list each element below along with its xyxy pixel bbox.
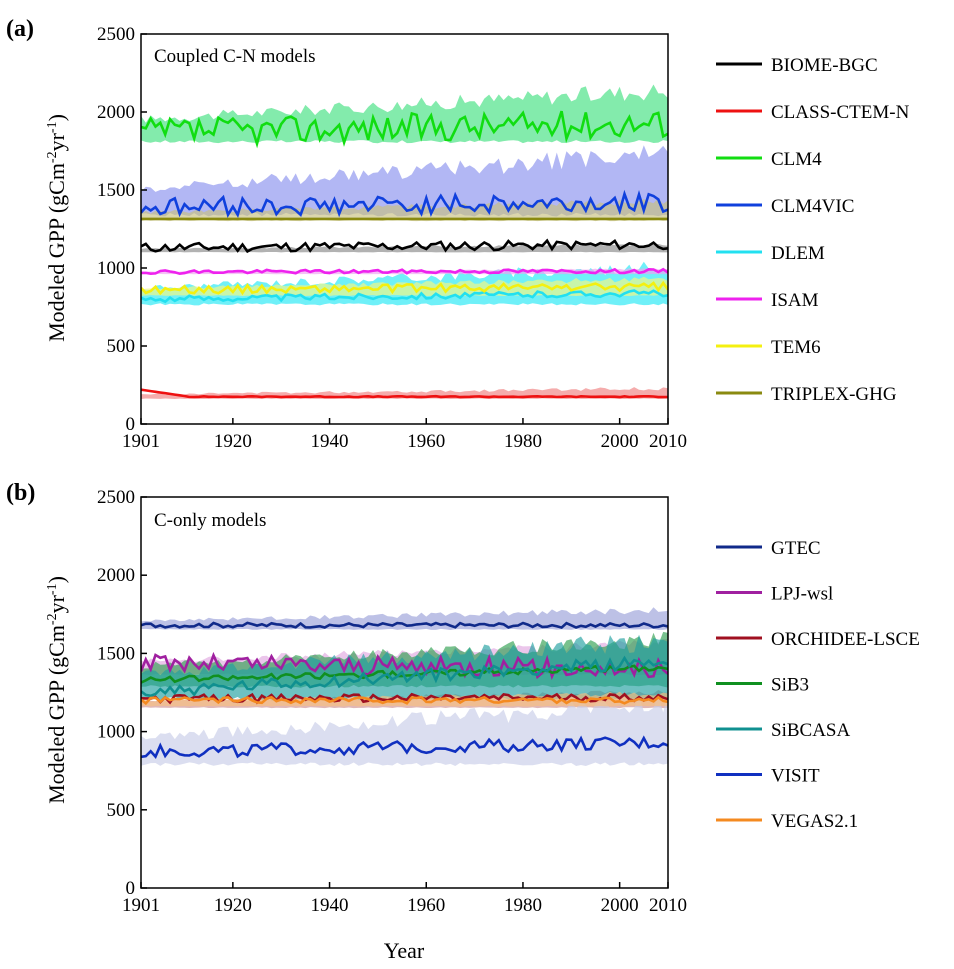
panel-b-ylabel-exp1: -2 (45, 613, 60, 625)
legend-label: CLM4VIC (771, 196, 854, 217)
panel-b-ylabel-mid: yr (44, 594, 69, 613)
line-clm4 (141, 110, 668, 149)
line-class-ctem-n (141, 388, 668, 399)
line-vegas2.1 (141, 695, 668, 706)
legend-label: CLM4 (771, 149, 822, 170)
legend-item: VISIT (716, 766, 820, 787)
legend-item: TRIPLEX-GHG (716, 384, 897, 405)
x-tick-label: 2010 (649, 431, 687, 452)
legend-label: LPJ-wsl (771, 584, 833, 605)
legend-item: SiBCASA (716, 720, 850, 741)
legend-item: CLM4VIC (716, 196, 854, 217)
x-tick-label: 1920 (214, 431, 252, 452)
plot-area (141, 607, 668, 767)
legend-label: ISAM (771, 290, 819, 311)
legend-item: CLASS-CTEM-N (716, 102, 910, 123)
legend-item: VEGAS2.1 (716, 811, 858, 832)
legend-label: DLEM (771, 243, 825, 264)
panel-b-title: C-only models (154, 510, 266, 531)
y-tick-label: 2500 (97, 24, 135, 45)
panel-b-ylabel-main: Modeled GPP (gCm (44, 625, 69, 804)
x-tick-label: 1980 (504, 895, 542, 916)
y-tick-label: 500 (107, 800, 136, 821)
line-isam (141, 267, 668, 276)
plot-frame (140, 33, 669, 425)
line-tem6 (141, 280, 668, 296)
panel-b-ylabel-exp2: -1 (45, 583, 60, 595)
legend-label: CLASS-CTEM-N (771, 102, 910, 123)
y-tick-label: 1500 (97, 180, 135, 201)
line-sibcasa (141, 655, 668, 698)
panel-a-ylabel: Modeled GPP (gCm-2yr-1) (44, 114, 69, 342)
x-tick-label: 2000 (601, 895, 639, 916)
panel-a-title: Coupled C-N models (154, 46, 316, 67)
legend-item: BIOME-BGC (716, 55, 878, 76)
panel-b-tag: (b) (6, 480, 35, 506)
legend-label: TRIPLEX-GHG (771, 384, 897, 405)
panel-a-ylabel-end: ) (44, 114, 69, 121)
legend-item: CLM4 (716, 149, 822, 170)
y-tick-label: 2000 (97, 565, 135, 586)
x-tick-label: 1960 (407, 895, 445, 916)
y-tick-label: 0 (126, 414, 136, 435)
x-tick-label: 2010 (649, 895, 687, 916)
legend-label: BIOME-BGC (771, 55, 878, 76)
legend-label: TEM6 (771, 337, 821, 358)
panel-b: 0 500 1000 1500 2000 2500 1901 1920 1940 1960 1980… (97, 487, 920, 916)
line-visit (141, 735, 668, 759)
x-tick-label: 1901 (122, 895, 160, 916)
x-tick-label: 1940 (311, 895, 349, 916)
x-tick-label: 1940 (311, 431, 349, 452)
legend-label: ORCHIDEE-LSCE (771, 629, 920, 650)
legend-item: GTEC (716, 538, 821, 559)
x-tick-label: 1920 (214, 895, 252, 916)
panel-a: 0 500 1000 1500 2000 2500 1901 1920 1940 1960 1980… (97, 24, 910, 452)
y-tick-label: 0 (126, 878, 136, 899)
legend-label: SiB3 (771, 675, 809, 696)
x-tick-label: 1980 (504, 431, 542, 452)
line-dlem (141, 289, 668, 304)
band-visit (141, 693, 668, 767)
line-lpj-wsl (141, 651, 668, 681)
panel-b-ylabel: Modeled GPP (gCm-2yr-1) (44, 576, 69, 804)
panel-a-ylabel-mid: yr (44, 132, 69, 151)
panel-b-ylabel-end: ) (44, 576, 69, 583)
legend-item: LPJ-wsl (716, 584, 833, 605)
legend-item: TEM6 (716, 337, 821, 358)
panel-a-ylabel-exp1: -2 (45, 151, 60, 163)
legend-label: VISIT (771, 766, 820, 787)
y-tick-label: 1500 (97, 643, 135, 664)
legend-item: ISAM (716, 290, 819, 311)
x-tick-label: 2000 (601, 431, 639, 452)
plot-area (141, 84, 668, 400)
panel-a-ylabel-main: Modeled GPP (gCm (44, 163, 69, 342)
y-tick-label: 500 (107, 336, 136, 357)
x-tick-label: 1901 (122, 431, 160, 452)
y-tick-label: 1000 (97, 258, 135, 279)
panel-a-tag: (a) (6, 16, 34, 42)
x-tick-label: 1960 (407, 431, 445, 452)
y-tick-label: 2000 (97, 102, 135, 123)
legend-label: GTEC (771, 538, 821, 559)
x-axis-title: Year (384, 938, 425, 963)
band-clm4vic (141, 145, 668, 217)
legend-item: SiB3 (716, 675, 809, 696)
legend-label: SiBCASA (771, 720, 850, 741)
y-tick-label: 2500 (97, 487, 135, 508)
line-clm4vic (141, 189, 668, 219)
panel-a-ylabel-exp2: -1 (45, 121, 60, 133)
line-gtec (141, 621, 668, 630)
legend-item: DLEM (716, 243, 825, 264)
legend-item: ORCHIDEE-LSCE (716, 629, 920, 650)
line-biome-bgc (141, 238, 668, 254)
plot-frame (140, 496, 669, 889)
y-tick-label: 1000 (97, 722, 135, 743)
legend-label: VEGAS2.1 (771, 811, 858, 832)
